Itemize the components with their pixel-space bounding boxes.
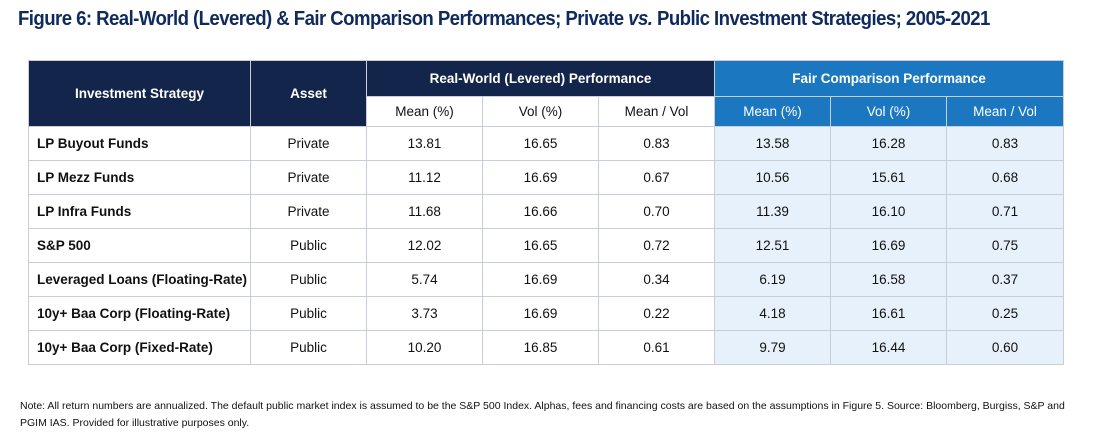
real-vol-cell: 16.69 bbox=[482, 262, 599, 297]
table-row: LP Mezz Funds Private 11.12 16.69 0.67 1… bbox=[28, 160, 1065, 195]
figure-title: Figure 6: Real-World (Levered) & Fair Co… bbox=[18, 8, 990, 31]
fair-mean-vol-cell: 0.71 bbox=[946, 194, 1065, 229]
fair-vol-cell: 16.61 bbox=[830, 296, 948, 331]
performance-table: Investment Strategy Asset Real-World (Le… bbox=[28, 60, 1065, 365]
title-vs: vs. bbox=[628, 8, 653, 30]
fair-mean-vol-cell: 0.83 bbox=[946, 126, 1065, 161]
subheader-fair-vol: Vol (%) bbox=[830, 96, 948, 127]
title-suffix: Public Investment Strategies; 2005-2021 bbox=[652, 8, 990, 30]
real-vol-cell: 16.69 bbox=[482, 296, 599, 331]
real-mean-cell: 10.20 bbox=[366, 330, 483, 365]
header-asset: Asset bbox=[250, 60, 367, 127]
strategy-cell: LP Infra Funds bbox=[28, 194, 251, 229]
strategy-cell: LP Mezz Funds bbox=[28, 160, 251, 195]
real-vol-cell: 16.65 bbox=[482, 126, 599, 161]
fair-vol-cell: 16.10 bbox=[830, 194, 948, 229]
real-vol-cell: 16.66 bbox=[482, 194, 599, 229]
real-mean-vol-cell: 0.61 bbox=[597, 330, 716, 365]
table-row: Leveraged Loans (Floating-Rate) Public 5… bbox=[28, 262, 1065, 297]
table-row: 10y+ Baa Corp (Floating-Rate) Public 3.7… bbox=[28, 296, 1065, 331]
subheader-real-mean: Mean (%) bbox=[366, 96, 483, 127]
fair-vol-cell: 16.69 bbox=[830, 228, 948, 263]
strategy-cell: Leveraged Loans (Floating-Rate) bbox=[28, 262, 251, 297]
fair-mean-cell: 11.39 bbox=[714, 194, 832, 229]
fair-mean-vol-cell: 0.25 bbox=[946, 296, 1065, 331]
title-prefix: Figure 6: Real-World (Levered) & Fair Co… bbox=[18, 8, 629, 30]
subheader-real-mean-vol: Mean / Vol bbox=[597, 96, 716, 127]
footnote: Note: All return numbers are annualized.… bbox=[20, 400, 1065, 429]
strategy-cell: LP Buyout Funds bbox=[28, 126, 251, 161]
table-body: LP Buyout Funds Private 13.81 16.65 0.83… bbox=[28, 126, 1065, 365]
fair-mean-vol-cell: 0.75 bbox=[946, 228, 1065, 263]
fair-vol-cell: 16.28 bbox=[830, 126, 948, 161]
fair-vol-cell: 16.58 bbox=[830, 262, 948, 297]
real-vol-cell: 16.69 bbox=[482, 160, 599, 195]
real-mean-vol-cell: 0.70 bbox=[597, 194, 716, 229]
strategy-cell: S&P 500 bbox=[28, 228, 251, 263]
header-investment-strategy: Investment Strategy bbox=[28, 60, 251, 127]
header-real-world-performance: Real-World (Levered) Performance bbox=[365, 60, 716, 97]
asset-cell: Public bbox=[250, 228, 367, 263]
asset-cell: Public bbox=[250, 296, 367, 331]
fair-mean-cell: 6.19 bbox=[714, 262, 832, 297]
table-row: 10y+ Baa Corp (Fixed-Rate) Public 10.20 … bbox=[28, 330, 1065, 365]
fair-mean-cell: 4.18 bbox=[714, 296, 832, 331]
real-mean-vol-cell: 0.67 bbox=[597, 160, 716, 195]
subheader-fair-mean-vol: Mean / Vol bbox=[946, 96, 1065, 127]
table-row: LP Buyout Funds Private 13.81 16.65 0.83… bbox=[28, 126, 1065, 161]
real-mean-vol-cell: 0.83 bbox=[597, 126, 716, 161]
real-mean-cell: 11.12 bbox=[366, 160, 483, 195]
subheader-fair-mean: Mean (%) bbox=[714, 96, 832, 127]
real-vol-cell: 16.65 bbox=[482, 228, 599, 263]
asset-cell: Private bbox=[250, 194, 367, 229]
real-mean-vol-cell: 0.72 bbox=[597, 228, 716, 263]
fair-vol-cell: 16.44 bbox=[830, 330, 948, 365]
fair-mean-vol-cell: 0.60 bbox=[946, 330, 1065, 365]
fair-mean-cell: 12.51 bbox=[714, 228, 832, 263]
table-row: LP Infra Funds Private 11.68 16.66 0.70 … bbox=[28, 194, 1065, 229]
header-fair-comparison-performance: Fair Comparison Performance bbox=[714, 60, 1065, 97]
real-mean-cell: 11.68 bbox=[366, 194, 483, 229]
asset-cell: Private bbox=[250, 126, 367, 161]
fair-mean-cell: 9.79 bbox=[714, 330, 832, 365]
table-row: S&P 500 Public 12.02 16.65 0.72 12.51 16… bbox=[28, 228, 1065, 263]
real-mean-vol-cell: 0.34 bbox=[597, 262, 716, 297]
subheader-real-vol: Vol (%) bbox=[482, 96, 599, 127]
asset-cell: Public bbox=[250, 330, 367, 365]
fair-mean-cell: 13.58 bbox=[714, 126, 832, 161]
real-mean-cell: 5.74 bbox=[366, 262, 483, 297]
fair-mean-cell: 10.56 bbox=[714, 160, 832, 195]
real-vol-cell: 16.85 bbox=[482, 330, 599, 365]
real-mean-cell: 3.73 bbox=[366, 296, 483, 331]
fair-mean-vol-cell: 0.68 bbox=[946, 160, 1065, 195]
strategy-cell: 10y+ Baa Corp (Fixed-Rate) bbox=[28, 330, 251, 365]
real-mean-cell: 13.81 bbox=[366, 126, 483, 161]
real-mean-cell: 12.02 bbox=[366, 228, 483, 263]
strategy-cell: 10y+ Baa Corp (Floating-Rate) bbox=[28, 296, 251, 331]
fair-vol-cell: 15.61 bbox=[830, 160, 948, 195]
table-header: Investment Strategy Asset Real-World (Le… bbox=[28, 60, 1065, 127]
fair-mean-vol-cell: 0.37 bbox=[946, 262, 1065, 297]
asset-cell: Public bbox=[250, 262, 367, 297]
asset-cell: Private bbox=[250, 160, 367, 195]
real-mean-vol-cell: 0.22 bbox=[597, 296, 716, 331]
